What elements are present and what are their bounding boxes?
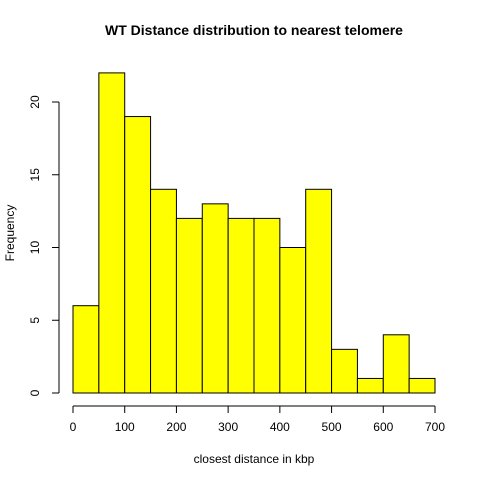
chart-title: WT Distance distribution to nearest telo…	[105, 22, 403, 38]
histogram-bar	[331, 348, 358, 394]
y-axis: 0 5 10 15 20	[28, 95, 60, 396]
y-tick-label: 10	[28, 241, 42, 255]
histogram-bar	[124, 116, 152, 394]
histogram-bar	[175, 217, 203, 394]
y-tick-label: 0	[28, 389, 42, 396]
histogram-bar	[279, 247, 307, 394]
y-axis-label: Frequency	[3, 205, 17, 262]
x-tick-label: 200	[166, 420, 186, 434]
histogram-bar	[227, 217, 255, 394]
histogram-bar	[253, 217, 281, 394]
histogram-bar	[356, 377, 384, 394]
x-tick-label: 500	[322, 420, 342, 434]
x-tick-label: 700	[425, 420, 445, 434]
x-tick-label: 100	[115, 420, 135, 434]
x-tick-label: 400	[270, 420, 290, 434]
bars-group	[72, 72, 436, 394]
histogram-bar	[72, 305, 100, 394]
y-tick-label: 15	[28, 168, 42, 182]
x-tick-label: 0	[70, 420, 77, 434]
x-axis-label: closest distance in kbp	[194, 452, 315, 466]
histogram-bar	[98, 72, 126, 394]
x-tick-label: 600	[373, 420, 393, 434]
histogram-bar	[382, 334, 410, 394]
histogram-bar	[408, 377, 436, 394]
x-tick-label: 300	[218, 420, 238, 434]
histogram-bar	[150, 188, 177, 394]
histogram-bar	[201, 203, 229, 394]
y-tick-label: 5	[28, 317, 42, 324]
x-axis: 0 100 200 300 400 500 600 700	[70, 405, 445, 434]
histogram-bar	[305, 188, 333, 394]
y-tick-label: 20	[28, 95, 42, 109]
